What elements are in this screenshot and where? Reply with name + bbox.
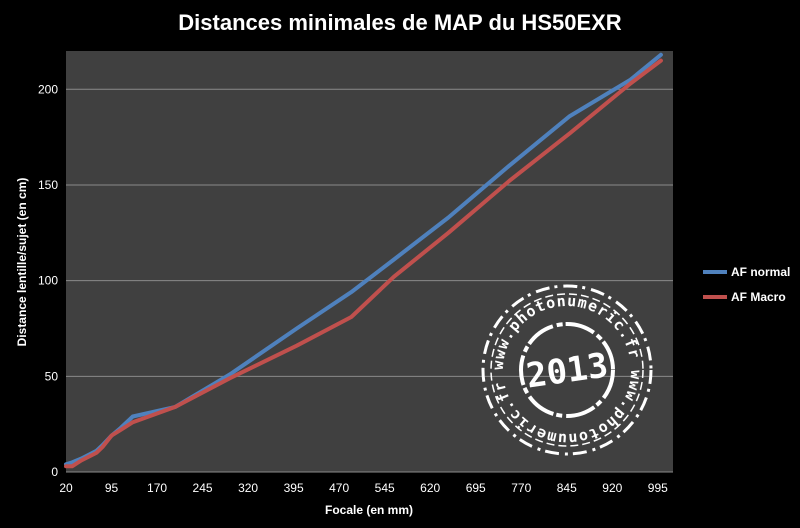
watermark-outer-ring — [481, 284, 653, 456]
x-tick-label: 395 — [284, 481, 304, 495]
watermark-outer-ring-inner — [490, 293, 644, 447]
x-tick-label: 470 — [329, 481, 349, 495]
x-tick-label: 845 — [557, 481, 577, 495]
x-tick-label: 20 — [59, 481, 73, 495]
y-tick-label: 0 — [51, 465, 58, 479]
x-tick-label: 320 — [238, 481, 258, 495]
series-line-af-macro — [64, 58, 663, 469]
x-tick-label: 95 — [105, 481, 119, 495]
x-tick-label: 545 — [375, 481, 395, 495]
tick-labels: 0 50 100 150 200 20 95 170 245 320 395 470 545 620 695… — [38, 82, 668, 495]
y-tick-label: 150 — [38, 178, 58, 192]
plot-area — [66, 51, 673, 472]
x-tick-label: 920 — [602, 481, 622, 495]
watermark-inner-ring — [519, 322, 615, 418]
legend: AF normal AF Macro — [703, 265, 790, 304]
x-tick-label: 245 — [193, 481, 213, 495]
x-axis-label: Focale (en mm) — [325, 503, 413, 517]
y-axis-label: Distance lentille/sujet (en cm) — [15, 178, 29, 347]
x-tick-label: 695 — [466, 481, 486, 495]
chart-title: Distances minimales de MAP du HS50EXR — [178, 10, 622, 35]
legend-label: AF Macro — [731, 290, 786, 304]
y-tick-label: 200 — [38, 82, 58, 96]
y-tick-label: 100 — [38, 274, 58, 288]
x-tick-label: 995 — [648, 481, 668, 495]
legend-label: AF normal — [731, 265, 790, 279]
series-lines — [64, 52, 663, 469]
x-tick-label: 170 — [147, 481, 167, 495]
y-tick-label: 50 — [45, 369, 59, 383]
x-tick-label: 620 — [420, 481, 440, 495]
x-tick-label: 770 — [511, 481, 531, 495]
